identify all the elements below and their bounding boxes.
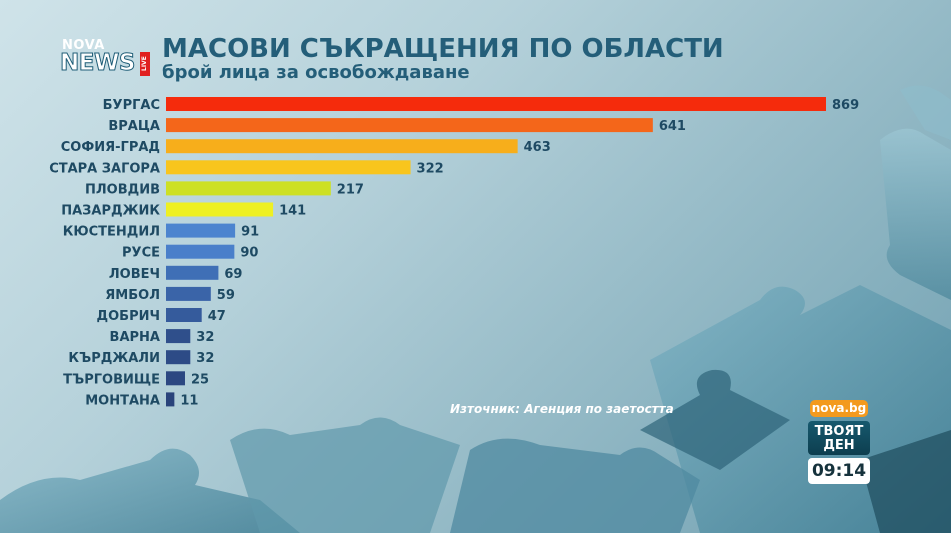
value-label: 69	[224, 267, 242, 282]
bar	[166, 350, 191, 365]
bar	[166, 181, 331, 196]
bar	[166, 329, 191, 344]
value-label: 869	[832, 98, 859, 113]
category-label: ЯМБОЛ	[105, 288, 160, 303]
bar	[166, 392, 175, 407]
category-label: ПЛОВДИВ	[85, 182, 160, 197]
logo-nova-text: NOVA	[62, 38, 105, 53]
show-name-line2: ДЕН	[823, 438, 855, 453]
bar	[166, 139, 518, 154]
category-label: РУСЕ	[122, 246, 160, 261]
value-label: 11	[180, 393, 198, 408]
logo-news-text: NEWS	[60, 50, 136, 77]
value-label: 463	[524, 140, 551, 155]
bar	[166, 97, 826, 111]
category-label: ЛОВЕЧ	[109, 267, 160, 282]
category-label: СОФИЯ-ГРАД	[61, 140, 160, 155]
bar	[166, 286, 211, 301]
bar	[166, 223, 236, 238]
bar	[166, 202, 274, 217]
value-label: 47	[208, 309, 226, 324]
value-label: 32	[196, 330, 214, 345]
category-label: ВАРНА	[110, 330, 160, 345]
bar	[166, 244, 235, 259]
category-label: ПАЗАРДЖИК	[61, 204, 160, 219]
chart-title: МАСОВИ СЪКРАЩЕНИЯ ПО ОБЛАСТИ	[162, 34, 724, 64]
bar	[166, 308, 202, 322]
value-label: 25	[191, 372, 209, 387]
value-label: 59	[217, 288, 235, 303]
show-name: ТВОЯТ ДЕН	[808, 421, 870, 455]
clock: 09:14	[808, 458, 870, 484]
category-label: БУРГАС	[103, 98, 160, 113]
chart-subtitle: брой лица за освобождаване	[162, 62, 470, 83]
value-label: 32	[196, 351, 214, 366]
bar	[166, 371, 185, 386]
category-label: СТАРА ЗАГОРА	[49, 161, 160, 176]
value-label: 90	[240, 246, 258, 261]
category-label: КЮСТЕНДИЛ	[63, 225, 160, 240]
show-badge: nova.bg ТВОЯТ ДЕН 09:14	[808, 400, 870, 484]
category-label: КЪРДЖАЛИ	[68, 351, 160, 366]
bar	[166, 160, 411, 175]
value-label: 641	[659, 119, 686, 134]
source-note: Източник: Агенция по заетостта	[450, 402, 674, 416]
bar	[166, 265, 219, 280]
nova-news-logo: NOVA NEWS LIVE	[60, 38, 152, 80]
category-label: ВРАЦА	[108, 119, 160, 134]
value-label: 217	[337, 182, 364, 197]
value-label: 141	[279, 204, 306, 219]
category-label: ДОБРИЧ	[97, 309, 160, 324]
value-label: 322	[417, 161, 444, 176]
bar	[166, 118, 653, 133]
site-label: nova.bg	[810, 400, 868, 417]
category-label: ТЪРГОВИЩЕ	[63, 372, 160, 387]
value-label: 91	[241, 225, 259, 240]
category-label: МОНТАНА	[85, 393, 160, 408]
show-name-line1: ТВОЯТ	[814, 424, 864, 439]
